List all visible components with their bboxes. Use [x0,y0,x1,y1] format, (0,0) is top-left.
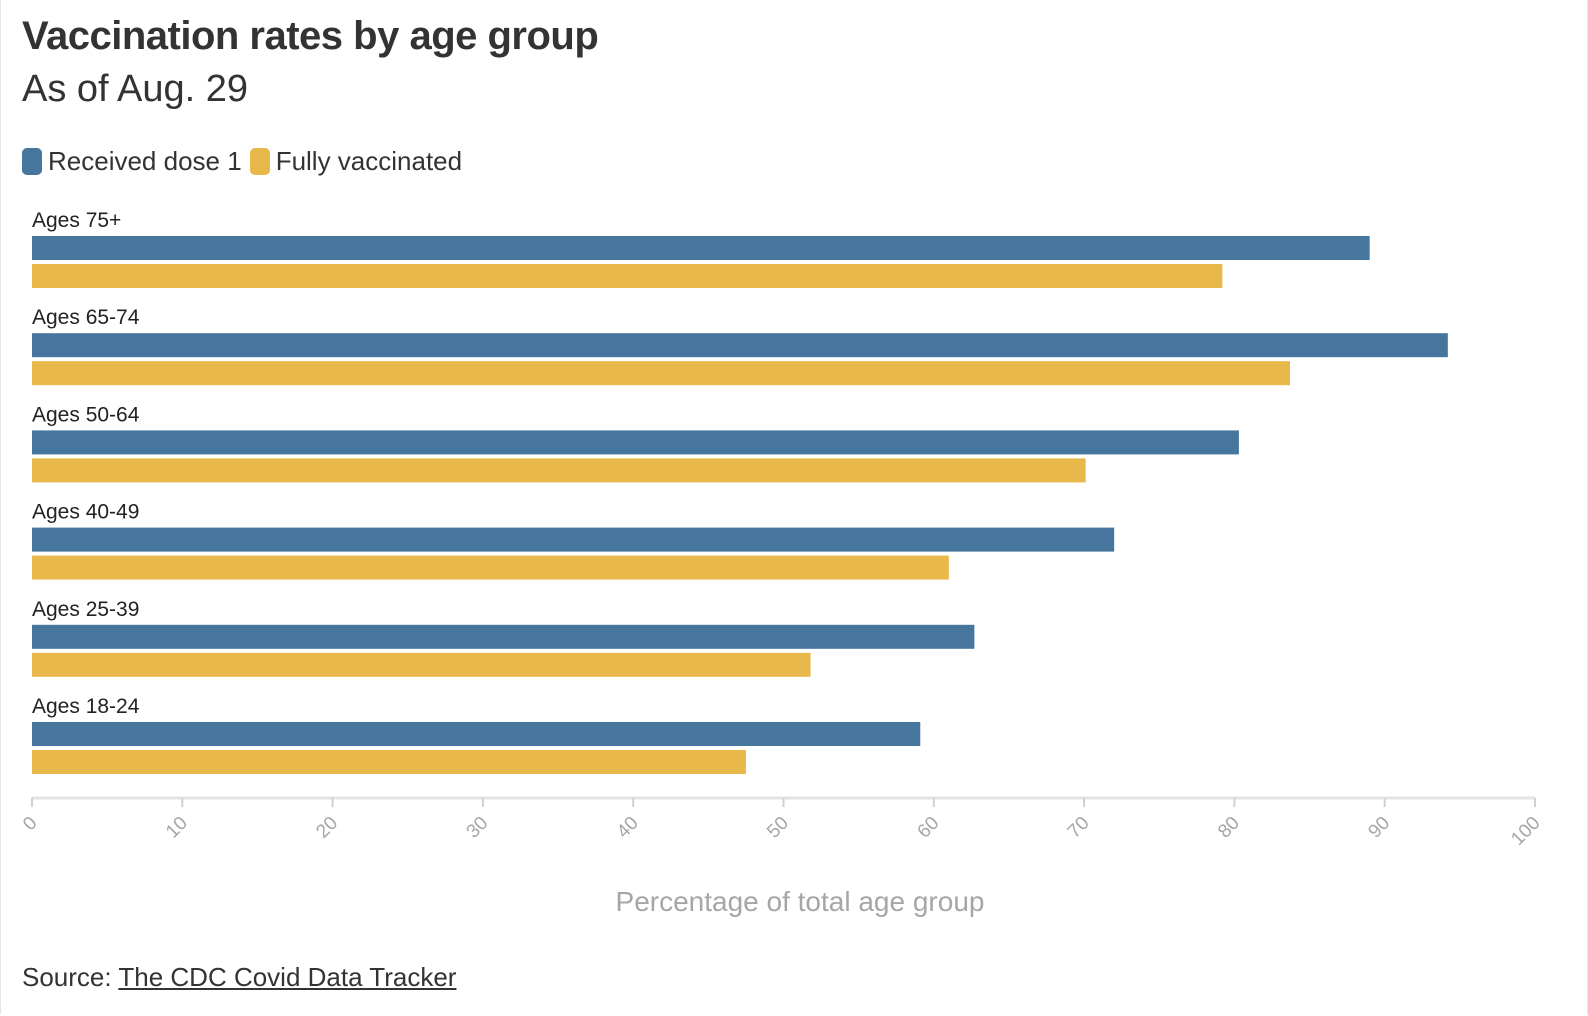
x-tick-label: 50 [763,813,793,843]
category-label: Ages 50-64 [32,403,140,426]
x-tick-label: 100 [1507,813,1544,850]
category-label: Ages 75+ [32,209,121,232]
legend-item-fully: Fully vaccinated [249,146,463,177]
x-tick-label: 40 [613,813,643,843]
bar-dose1 [32,722,921,746]
bar-fully [32,264,1223,288]
legend-label-fully: Fully vaccinated [275,146,463,176]
x-tick-label: 70 [1064,813,1094,843]
chart-subtitle: As of Aug. 29 [22,68,249,110]
bar-fully [32,361,1291,386]
category-label: Ages 40-49 [32,501,139,524]
x-axis-title: Percentage of total age group [0,886,1560,918]
bar-chart: Ages 75+ Ages 65-74 Ages 50-64 Ages 40-49 Ag… [19,209,1544,850]
source-link[interactable]: The CDC Covid Data Tracker [118,962,457,992]
bar-fully [32,555,949,580]
bar-fully [32,458,1086,483]
x-tick-label: 80 [1214,813,1244,843]
bar-dose1 [32,333,1448,358]
bar-dose1 [32,527,1115,552]
x-axis-title-text: Percentage of total age group [615,886,985,917]
source-note: Source: The CDC Covid Data Tracker [22,962,456,993]
bar-dose1 [32,236,1370,260]
x-tick-label: 20 [312,813,342,843]
legend: Received dose 1 Fully vaccinated [22,146,470,177]
x-tick-label: 90 [1364,813,1394,843]
category-label: Ages 18-24 [32,695,140,718]
x-tick-label: 60 [914,813,944,843]
category-label: Ages 65-74 [32,306,140,329]
x-tick-label: 10 [162,813,192,843]
legend-swatch-fully [249,148,270,175]
legend-swatch-dose1 [22,148,42,175]
legend-item-dose1: Received dose 1 [22,146,242,177]
chart-title: Vaccination rates by age group [22,14,599,58]
bar-fully [32,652,811,677]
category-label: Ages 25-39 [32,598,139,621]
x-tick-label: 30 [463,813,493,843]
bar-fully [32,750,746,774]
x-tick-label: 0 [19,813,41,835]
bar-dose1 [32,430,1239,455]
source-prefix: Source: [22,962,119,992]
bar-dose1 [32,624,975,649]
legend-label-dose1: Received dose 1 [48,146,242,176]
